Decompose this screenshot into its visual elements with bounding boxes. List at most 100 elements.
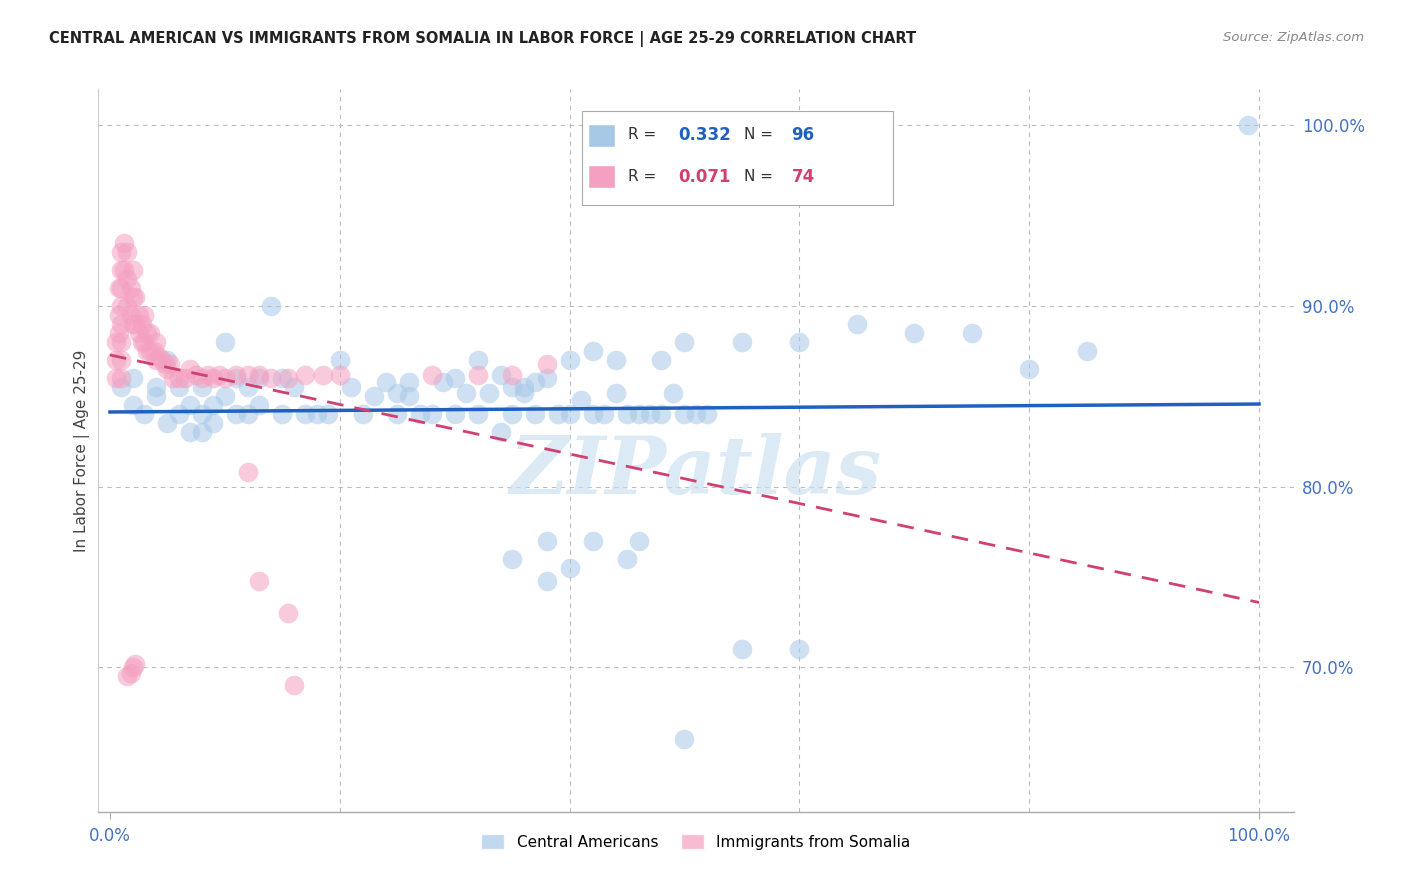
Point <box>191 407 214 422</box>
Point <box>558 353 581 368</box>
Point <box>120 665 142 680</box>
Point <box>398 389 420 403</box>
Point <box>236 465 259 479</box>
Point <box>329 368 352 382</box>
Point <box>191 380 214 394</box>
Point <box>845 317 868 331</box>
Point <box>131 335 153 350</box>
Point <box>1018 362 1040 376</box>
Point <box>179 398 201 412</box>
Point <box>385 385 409 400</box>
Point <box>110 371 132 385</box>
Point <box>122 262 145 277</box>
Point <box>374 375 396 389</box>
Point <box>167 380 190 394</box>
Text: 96: 96 <box>792 126 814 144</box>
Point <box>605 385 627 400</box>
Point <box>627 407 650 422</box>
Point <box>225 407 247 422</box>
Point <box>142 344 165 359</box>
Point <box>352 407 374 422</box>
Point <box>311 368 333 382</box>
Y-axis label: In Labor Force | Age 25-29: In Labor Force | Age 25-29 <box>75 350 90 551</box>
Point <box>108 281 131 295</box>
Point <box>225 368 247 382</box>
Point <box>167 371 190 385</box>
Point <box>108 326 131 340</box>
Point <box>120 308 142 322</box>
Text: R =: R = <box>628 169 657 184</box>
Point <box>148 350 170 364</box>
Point <box>432 375 454 389</box>
Point <box>512 385 534 400</box>
Point <box>662 385 685 400</box>
Point <box>104 335 127 350</box>
Point <box>110 281 132 295</box>
Point <box>134 407 156 422</box>
Point <box>385 407 409 422</box>
Point <box>110 262 132 277</box>
Point <box>162 371 184 385</box>
Point <box>363 389 385 403</box>
Text: CENTRAL AMERICAN VS IMMIGRANTS FROM SOMALIA IN LABOR FORCE | AGE 25-29 CORRELATI: CENTRAL AMERICAN VS IMMIGRANTS FROM SOMA… <box>49 31 917 47</box>
Point <box>673 732 696 747</box>
Point <box>569 392 592 407</box>
Point <box>115 299 138 313</box>
Point <box>122 398 145 412</box>
Point <box>135 344 157 359</box>
Point <box>536 357 558 371</box>
Point <box>1236 119 1258 133</box>
Point <box>443 407 465 422</box>
Point <box>593 407 616 422</box>
Point <box>789 642 811 657</box>
Point <box>260 371 283 385</box>
Point <box>108 308 131 322</box>
Point <box>115 244 138 259</box>
Point <box>467 407 489 422</box>
Point <box>536 533 558 548</box>
Point <box>467 368 489 382</box>
Point <box>134 308 156 322</box>
Point <box>115 669 138 683</box>
Point <box>283 380 305 394</box>
Point <box>112 262 135 277</box>
Text: R =: R = <box>628 128 657 142</box>
Point <box>156 362 179 376</box>
Point <box>112 235 135 250</box>
Legend: Central Americans, Immigrants from Somalia: Central Americans, Immigrants from Somal… <box>475 829 917 856</box>
Point <box>128 308 150 322</box>
Point <box>731 335 754 350</box>
Point <box>214 371 236 385</box>
Point <box>673 407 696 422</box>
Point <box>236 368 259 382</box>
Point <box>420 368 443 382</box>
Point <box>581 407 603 422</box>
Point <box>605 353 627 368</box>
Point <box>409 407 432 422</box>
Point <box>260 299 283 313</box>
Point <box>316 407 339 422</box>
Point <box>145 380 167 394</box>
Point <box>184 368 207 382</box>
Point <box>524 375 547 389</box>
Point <box>124 657 146 671</box>
Point <box>731 642 754 657</box>
Point <box>167 407 190 422</box>
Point <box>673 335 696 350</box>
Point <box>202 417 225 431</box>
Point <box>398 375 420 389</box>
Point <box>156 353 179 368</box>
Point <box>501 551 523 566</box>
Point <box>179 425 201 440</box>
Point <box>903 326 925 340</box>
Point <box>236 407 259 422</box>
Point <box>789 335 811 350</box>
Point <box>104 353 127 368</box>
Point <box>131 317 153 331</box>
Point <box>110 299 132 313</box>
Bar <box>589 165 614 188</box>
Point <box>159 357 181 371</box>
Point <box>191 371 214 385</box>
Point <box>616 551 638 566</box>
Point <box>134 335 156 350</box>
